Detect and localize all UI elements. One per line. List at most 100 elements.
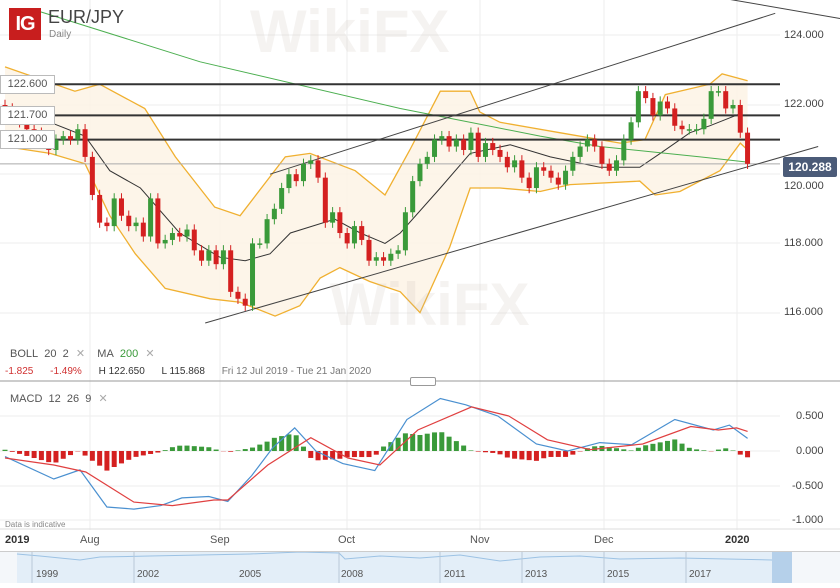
candle-body [650, 98, 655, 115]
price-tick: 116.000 [784, 306, 823, 318]
panel-resize-handle[interactable] [410, 377, 436, 386]
candle-body [483, 143, 488, 157]
macd-histogram-bar [250, 448, 255, 451]
candle-body [614, 160, 619, 170]
candle-body [367, 240, 372, 261]
candle-body [155, 198, 160, 243]
candle-body [672, 108, 677, 125]
macd-histogram-bar [483, 451, 488, 452]
macd-histogram-bar [126, 451, 131, 460]
macd-histogram-bar [155, 451, 160, 453]
candle-body [476, 133, 481, 157]
current-price-badge: 120.288 [783, 157, 837, 177]
candle-body [643, 91, 648, 98]
candle-body [359, 226, 364, 240]
macd-histogram-bar [148, 451, 153, 454]
boll-period: 20 [44, 348, 56, 360]
candle-body [723, 91, 728, 108]
candle-body [687, 129, 692, 131]
navigator-year: 2008 [341, 569, 363, 580]
price-stats: -1.825 -1.49% H 122.650 L 115.868 Fri 12… [5, 366, 385, 377]
macd-histogram-bar [432, 432, 437, 451]
candle-body [323, 178, 328, 223]
macd-histogram-bar [359, 451, 364, 457]
candle-body [330, 212, 335, 222]
macd-signal-period: 9 [85, 393, 91, 405]
candle-body [185, 230, 190, 237]
candle-body [112, 198, 117, 226]
level-label[interactable]: 122.600 [0, 75, 55, 94]
macd-histogram-bar [381, 447, 386, 451]
candle-body [454, 140, 459, 147]
macd-histogram-bar [680, 444, 685, 451]
macd-histogram-bar [425, 434, 430, 451]
candle-body [294, 174, 299, 181]
macd-histogram-bar [439, 432, 444, 451]
candle-body [243, 299, 248, 306]
candle-body [170, 233, 175, 240]
navigator[interactable] [0, 551, 840, 583]
remove-ma-button[interactable]: ✕ [145, 348, 154, 360]
candle-body [556, 178, 561, 185]
candle-body [250, 243, 255, 305]
price-tick: 122.000 [784, 98, 824, 110]
macd-histogram-bar [170, 447, 175, 451]
navigator-year: 2013 [525, 569, 547, 580]
candle-body [585, 140, 590, 147]
candle-body [177, 233, 182, 236]
candle-body [468, 133, 473, 150]
macd-histogram-bar [286, 434, 291, 451]
candle-body [228, 250, 233, 292]
ma-period: 200 [120, 348, 138, 360]
price-tick: 118.000 [784, 237, 823, 249]
candle-body [549, 171, 554, 178]
candle-body [221, 250, 226, 264]
macd-histogram-bar [614, 448, 619, 451]
ma-label: MA [97, 348, 114, 360]
macd-tick: 0.000 [796, 445, 824, 457]
remove-macd-button[interactable]: ✕ [98, 393, 107, 405]
candle-body [61, 136, 66, 139]
remove-boll-button[interactable]: ✕ [76, 348, 85, 360]
navigator-selection[interactable] [772, 552, 792, 583]
candle-body [701, 119, 706, 129]
candle-body [345, 233, 350, 243]
macd-histogram-bar [512, 451, 517, 459]
candle-body [119, 198, 124, 215]
candle-body [272, 209, 277, 219]
candle-body [257, 243, 262, 245]
macd-histogram-bar [177, 446, 182, 451]
ig-logo: IG [9, 8, 41, 40]
candle-body [134, 223, 139, 226]
macd-histogram-bar [534, 451, 539, 461]
candle-body [141, 223, 146, 237]
macd-histogram-bar [658, 442, 663, 451]
macd-histogram-bar [519, 451, 524, 459]
candle-body [570, 157, 575, 171]
macd-histogram-bar [468, 450, 473, 451]
macd-histogram-bar [206, 447, 211, 451]
candle-body [352, 226, 357, 243]
boll-label: BOLL [10, 348, 38, 360]
macd-histogram-bar [388, 442, 393, 451]
macd-histogram-bar [672, 439, 677, 451]
macd-histogram-bar [192, 446, 197, 451]
candle-body [90, 157, 95, 195]
macd-histogram-bar [556, 451, 561, 457]
candle-body [745, 133, 750, 164]
time-tick: 2020 [725, 534, 749, 546]
candle-body [381, 257, 386, 260]
macd-histogram-bar [24, 451, 29, 456]
macd-histogram-bar [243, 449, 248, 451]
candle-body [621, 140, 626, 161]
change-value: -1.825 [5, 366, 33, 377]
candle-body [214, 250, 219, 264]
macd-histogram-bar [104, 451, 109, 471]
candle-body [279, 188, 284, 209]
macd-panel [3, 399, 751, 510]
level-label[interactable]: 121.000 [0, 130, 55, 149]
level-label[interactable]: 121.700 [0, 106, 55, 125]
macd-histogram-bar [636, 448, 641, 451]
candle-body [301, 164, 306, 181]
macd-histogram-bar [505, 451, 510, 458]
